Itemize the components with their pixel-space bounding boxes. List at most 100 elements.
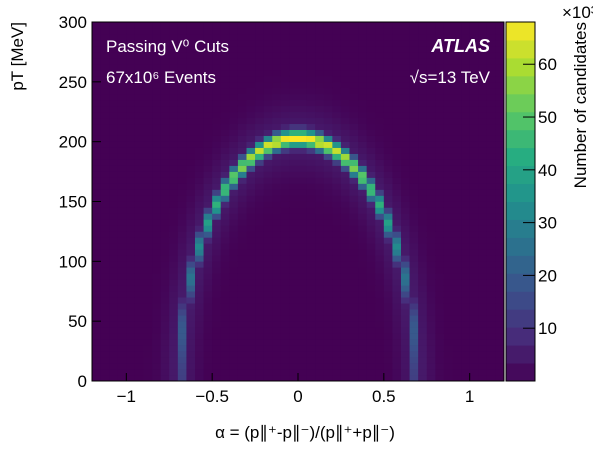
heatmap-cell [255,135,264,142]
heatmap-cell [117,117,127,125]
heatmap-cell [435,213,445,220]
heatmap-cell [237,231,247,238]
x-axis-ticks: −1 −0.5 0 0.5 1 [117,373,474,406]
heatmap-cell [366,99,376,107]
heatmap-cell [478,321,488,328]
heatmap-cell [375,153,385,160]
heatmap-cell [289,321,299,328]
heatmap-cell [409,159,419,166]
heatmap-cell [109,189,119,196]
heatmap-cell [212,33,222,41]
heatmap-cell [435,195,445,202]
heatmap-cell [237,237,247,244]
heatmap-cell [263,375,273,381]
heatmap-cell [435,279,445,286]
heatmap-cell [366,117,376,125]
heatmap-cell [100,297,110,304]
heatmap-cell [375,87,385,95]
heatmap-cell [169,171,179,178]
heatmap-cell [486,225,496,232]
heatmap-cell [246,279,256,286]
heatmap-cell [186,255,196,262]
heatmap-cell [92,105,101,113]
heatmap-cell [195,57,204,65]
heatmap-cell [280,207,290,214]
heatmap-cell [383,105,393,113]
heatmap-cell [134,201,144,208]
heatmap-cell [452,375,462,381]
heatmap-cell [409,345,419,352]
heatmap-cell [306,33,316,41]
heatmap-cell [495,363,504,370]
heatmap-cell [289,27,299,35]
heatmap-cell [495,123,504,130]
heatmap-cell [452,231,462,238]
heatmap-cell [272,207,282,214]
heatmap-cell [134,45,144,53]
heatmap-cell [478,255,488,262]
heatmap-cell [443,159,453,166]
heatmap-cell [220,201,230,208]
heatmap-cell [177,255,187,262]
heatmap-cell [298,177,307,184]
heatmap-cell [486,159,496,166]
heatmap-cell [426,369,436,376]
heatmap-cell [246,87,256,95]
heatmap-cell [409,22,419,29]
heatmap-cell [426,22,436,29]
heatmap-cell [186,249,196,256]
heatmap-cell [418,51,428,59]
heatmap-cell [212,45,222,53]
heatmap-cell [229,117,239,125]
heatmap-cell [426,297,436,304]
heatmap-cell [263,63,273,71]
heatmap-cell [392,135,402,142]
heatmap-cell [280,363,290,370]
heatmap-cell [435,261,445,268]
heatmap-cell [255,369,264,376]
heatmap-cell [426,249,436,256]
heatmap-cell [332,177,342,184]
heatmap-cell [220,99,230,107]
heatmap-cell [495,63,504,71]
heatmap-cell [486,279,496,286]
heatmap-cell [358,165,367,172]
heatmap-cell [383,315,393,322]
heatmap-cell [169,303,179,310]
heatmap-cell [392,303,402,310]
heatmap-cell [169,117,179,125]
heatmap-cell [160,285,170,292]
heatmap-cell [375,267,385,274]
heatmap-cell [126,93,136,101]
heatmap-cell [323,39,333,47]
heatmap-cell [383,183,393,190]
heatmap-cell [452,129,462,136]
heatmap-cells [92,22,504,381]
heatmap-cell [203,375,213,381]
heatmap-cell [375,285,385,292]
heatmap-cell [298,279,307,286]
heatmap-cell [126,111,136,119]
heatmap-cell [426,189,436,196]
heatmap-cell [126,243,136,250]
heatmap-cell [392,219,402,226]
heatmap-cell [186,201,196,208]
heatmap-cell [186,87,196,95]
heatmap-cell [100,75,110,83]
heatmap-cell [461,333,470,340]
heatmap-cell [160,87,170,95]
heatmap-cell [92,153,101,160]
color-bar-segment [506,165,535,185]
heatmap-cell [100,93,110,101]
heatmap-cell [383,177,393,184]
heatmap-cell [392,327,402,334]
heatmap-cell [109,267,119,274]
heatmap-cell [375,177,385,184]
heatmap-cell [117,75,127,83]
heatmap-cell [272,51,282,59]
heatmap-cell [383,303,393,310]
heatmap-cell [143,183,153,190]
heatmap-cell [340,225,350,232]
heatmap-cell [426,201,436,208]
heatmap-cell [229,309,239,316]
